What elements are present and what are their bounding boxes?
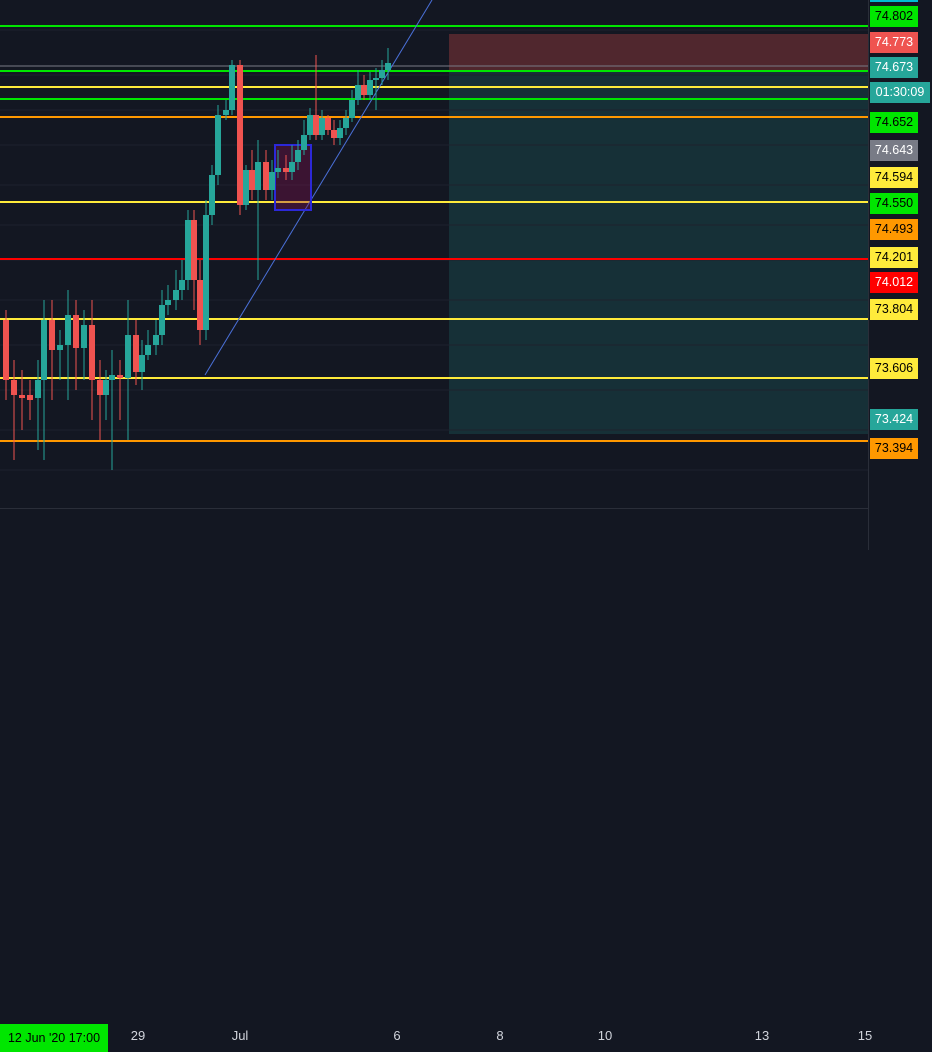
time-axis[interactable]: 12 Jun '20 17:00 29 Jul 6 8 10 13 15 bbox=[0, 508, 872, 1052]
price-label: 74.594 bbox=[870, 167, 918, 188]
candle-body bbox=[325, 118, 331, 130]
time-label: 10 bbox=[597, 1028, 613, 1043]
candle-body bbox=[331, 130, 337, 138]
candle-body bbox=[283, 168, 289, 172]
candle-body bbox=[209, 175, 215, 215]
candle-body bbox=[73, 315, 79, 348]
candle-body bbox=[19, 395, 25, 398]
time-label: 29 bbox=[130, 1028, 146, 1043]
price-label: 73.424 bbox=[870, 409, 918, 430]
price-label: 74.012 bbox=[870, 272, 918, 293]
candle-body bbox=[367, 80, 373, 95]
candle-body bbox=[57, 345, 63, 350]
candle-body bbox=[139, 355, 145, 372]
candle-body bbox=[35, 380, 41, 398]
candle-body bbox=[179, 280, 185, 290]
candle-body bbox=[349, 100, 355, 118]
time-label: Jul bbox=[231, 1028, 249, 1043]
price-axis[interactable]: 74.802 74.773 74.673 01:30:09 74.652 74.643 74… bbox=[868, 0, 932, 550]
candle-body bbox=[269, 172, 275, 190]
candle-body bbox=[159, 305, 165, 335]
take-profit-zone bbox=[449, 72, 868, 434]
candle-body bbox=[109, 375, 115, 380]
candle-body bbox=[229, 65, 235, 110]
price-label: 74.773 bbox=[870, 32, 918, 53]
candle-body bbox=[223, 110, 229, 115]
candle-body bbox=[343, 118, 349, 128]
candle-body bbox=[319, 118, 325, 135]
candle-body bbox=[125, 335, 131, 378]
time-label: 6 bbox=[393, 1028, 401, 1043]
candle-body bbox=[97, 380, 103, 395]
price-label: 74.802 bbox=[870, 6, 918, 27]
candle-body bbox=[65, 315, 71, 345]
price-label: 74.493 bbox=[870, 219, 918, 240]
candle-body bbox=[275, 168, 281, 172]
candle-body bbox=[385, 63, 391, 70]
candle-body bbox=[153, 335, 159, 345]
price-label-cut bbox=[870, 0, 918, 2]
candle-body bbox=[361, 85, 367, 95]
candle-body bbox=[215, 115, 221, 175]
candle-body bbox=[355, 85, 361, 100]
candle-body bbox=[49, 320, 55, 350]
candle-body bbox=[373, 78, 379, 80]
time-label: 15 bbox=[857, 1028, 873, 1043]
time-label: 13 bbox=[754, 1028, 770, 1043]
candle-body bbox=[255, 162, 261, 190]
candle-body bbox=[133, 335, 139, 372]
highlight-box bbox=[274, 144, 312, 211]
trendline bbox=[204, 0, 433, 376]
price-label: 73.606 bbox=[870, 358, 918, 379]
candle-body bbox=[117, 375, 123, 378]
price-label: 74.550 bbox=[870, 193, 918, 214]
candle-body bbox=[203, 215, 209, 330]
date-badge: 12 Jun '20 17:00 bbox=[0, 1024, 108, 1052]
candle-body bbox=[11, 380, 17, 395]
price-label: 74.673 bbox=[870, 57, 918, 78]
price-label: 01:30:09 bbox=[870, 82, 930, 103]
candle-body bbox=[185, 220, 191, 280]
price-label: 74.652 bbox=[870, 112, 918, 133]
candle-body bbox=[197, 280, 203, 330]
price-label: 74.201 bbox=[870, 247, 918, 268]
candle-body bbox=[27, 395, 33, 400]
candle-body bbox=[313, 115, 319, 135]
candle-body bbox=[249, 170, 255, 190]
price-label: 73.804 bbox=[870, 299, 918, 320]
candle-body bbox=[307, 115, 313, 135]
candle-body bbox=[145, 345, 151, 355]
candle-body bbox=[89, 325, 95, 380]
candle-body bbox=[41, 320, 47, 380]
candle-body bbox=[191, 220, 197, 280]
candle-body bbox=[289, 162, 295, 172]
candle-body bbox=[173, 290, 179, 300]
candle-body bbox=[81, 325, 87, 348]
candlestick-chart[interactable] bbox=[0, 0, 868, 508]
candle-body bbox=[337, 128, 343, 138]
candle-body bbox=[243, 170, 249, 205]
candle-body bbox=[301, 135, 307, 150]
candle-body bbox=[165, 300, 171, 305]
candle-body bbox=[295, 150, 301, 162]
candle-body bbox=[263, 162, 269, 190]
candle-body bbox=[3, 320, 9, 380]
candle-body bbox=[237, 65, 243, 205]
price-label: 73.394 bbox=[870, 438, 918, 459]
time-label: 8 bbox=[496, 1028, 504, 1043]
candle-body bbox=[379, 70, 385, 78]
price-label: 74.643 bbox=[870, 140, 918, 161]
candle-body bbox=[103, 380, 109, 395]
